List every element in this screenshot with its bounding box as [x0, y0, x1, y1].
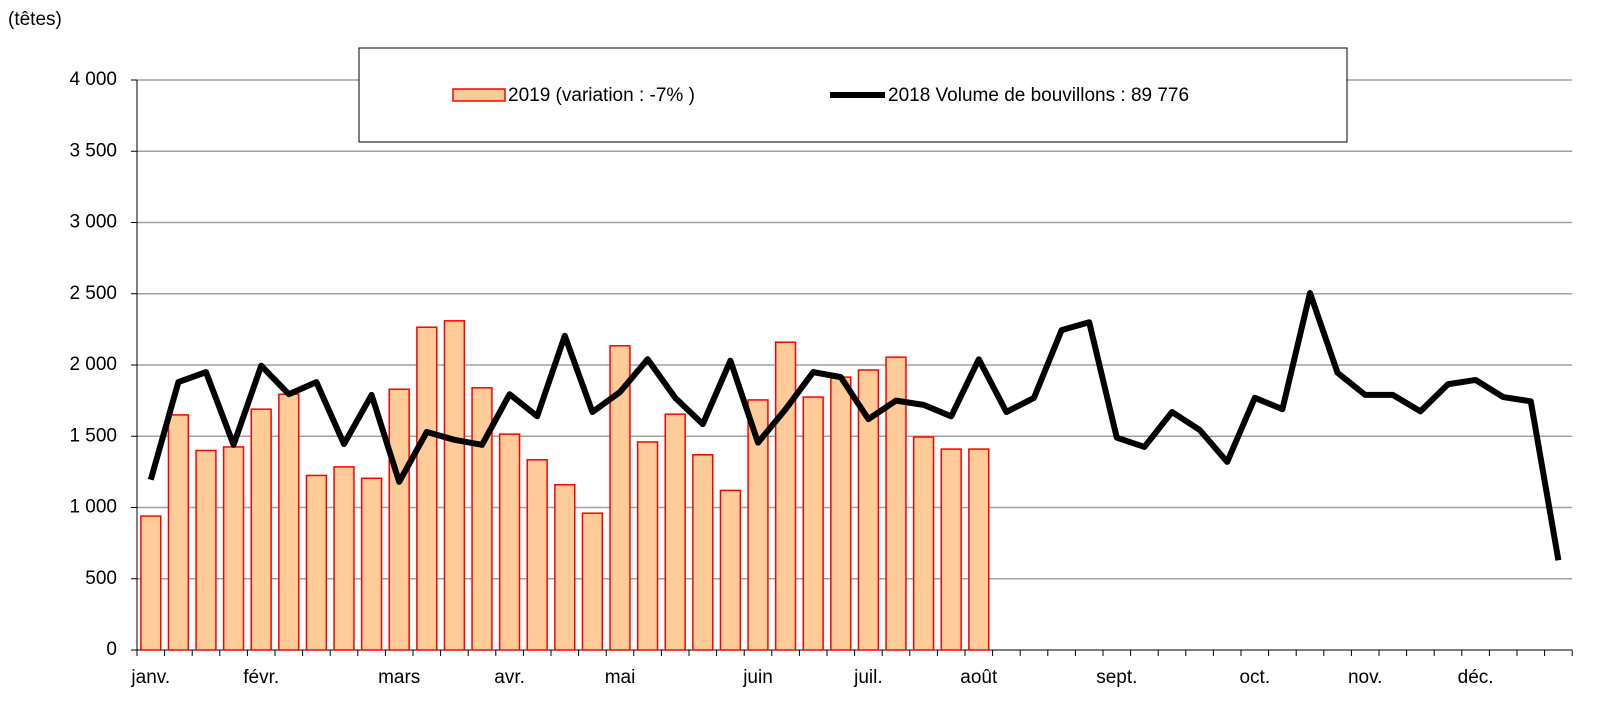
bar — [333, 466, 355, 651]
line — [147, 290, 1562, 561]
bar — [885, 356, 907, 651]
x-tick-label: oct. — [1239, 667, 1270, 688]
bar — [140, 515, 162, 651]
y-tick-label: 500 — [85, 568, 117, 589]
legend-label: 2018 Volume de bouvillons : 89 776 — [888, 85, 1189, 106]
y-tick-label: 0 — [106, 639, 117, 660]
x-tick-label: avr. — [494, 667, 525, 688]
x-tick-label: mars — [378, 667, 420, 688]
x-tick-label: août — [960, 667, 998, 688]
x-tick-label: déc. — [1458, 667, 1494, 688]
bar — [802, 396, 824, 651]
bar — [526, 459, 548, 651]
bar — [968, 448, 990, 651]
x-tick-label: mai — [605, 667, 636, 688]
x-tick-label: nov. — [1348, 667, 1383, 688]
bar — [278, 393, 300, 651]
x-tick-label: janv. — [130, 667, 170, 688]
y-tick-label: 3 500 — [69, 140, 117, 161]
y-tick-label: 4 000 — [69, 69, 117, 90]
x-tick-label: sept. — [1096, 667, 1137, 688]
bar — [774, 341, 797, 651]
bar — [360, 477, 383, 651]
bar — [857, 369, 880, 651]
bar — [443, 320, 466, 651]
bar — [498, 433, 521, 651]
bar — [609, 345, 631, 651]
bar — [692, 454, 714, 651]
x-tick-label: juin — [742, 667, 773, 688]
bar — [940, 448, 962, 651]
legend-swatch — [452, 88, 506, 102]
y-tick-label: 1 500 — [69, 425, 117, 446]
bar — [747, 399, 769, 651]
bar — [222, 446, 245, 651]
axis-label: (têtes) — [8, 9, 62, 30]
legend-label: 2019 (variation : -7% ) — [508, 85, 695, 106]
bar — [305, 474, 328, 651]
bar — [471, 387, 493, 651]
bar — [636, 441, 659, 651]
bar — [416, 326, 438, 651]
bar — [250, 408, 272, 651]
y-tick-label: 1 000 — [69, 497, 117, 518]
bar — [664, 413, 686, 651]
bar — [581, 512, 604, 651]
y-tick-label: 2 500 — [69, 283, 117, 304]
y-tick-label: 2 000 — [69, 354, 117, 375]
x-tick-label: juil. — [853, 667, 883, 688]
bar — [195, 449, 217, 651]
bar — [554, 483, 576, 651]
bar — [719, 489, 742, 651]
bar — [830, 376, 852, 651]
bar — [388, 388, 410, 651]
bar — [912, 436, 935, 651]
bar — [167, 414, 190, 651]
y-tick-label: 3 000 — [69, 212, 117, 233]
x-tick-label: févr. — [243, 667, 279, 688]
